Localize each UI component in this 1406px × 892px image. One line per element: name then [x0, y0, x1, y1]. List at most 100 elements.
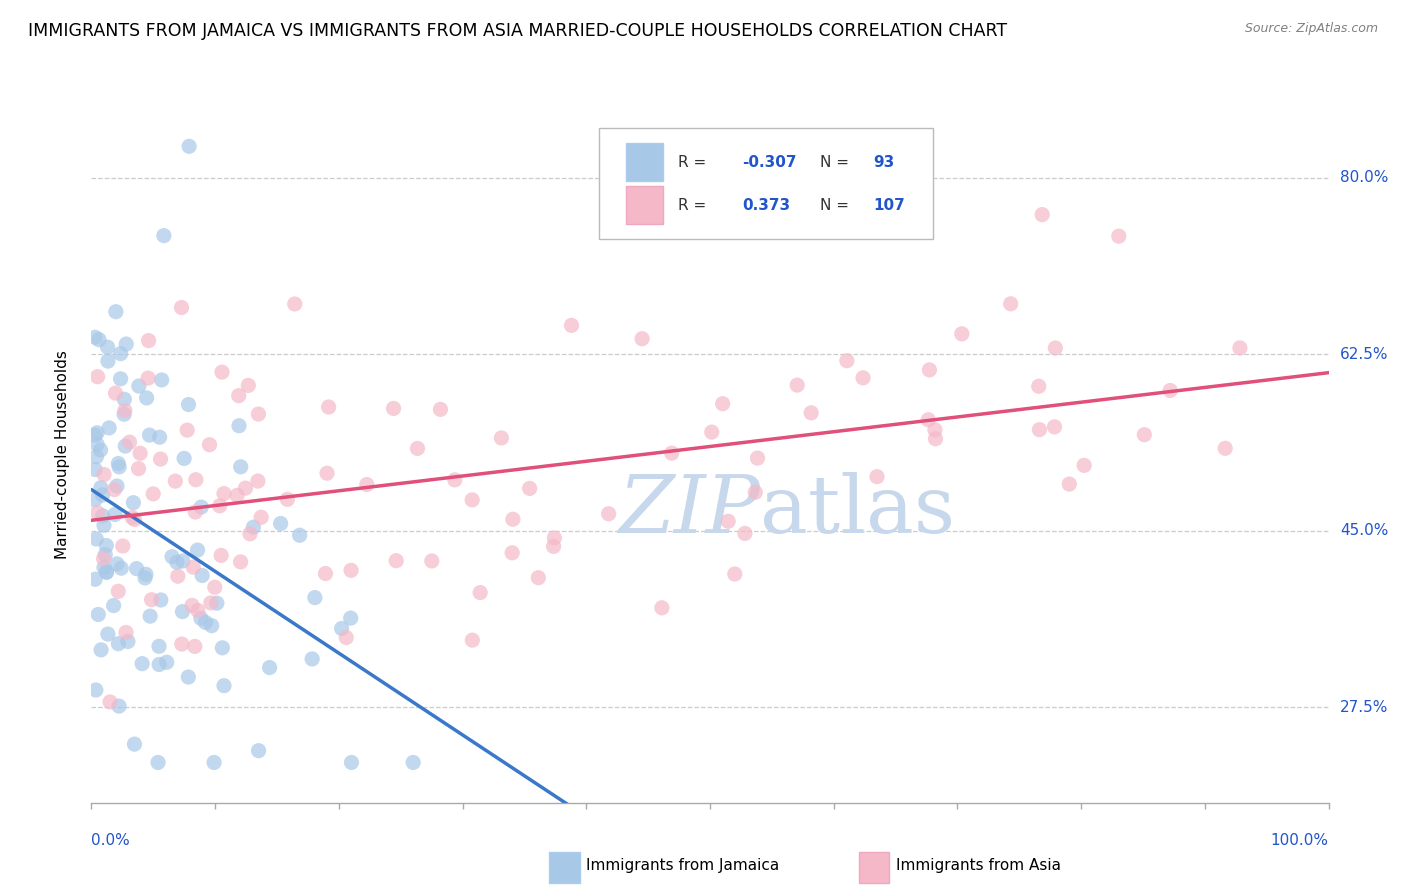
Point: [1028, 423, 1050, 437]
Point: [114, 403, 136, 417]
Point: [149, 430, 172, 444]
Point: [149, 593, 172, 607]
Text: Immigrants from Jamaica: Immigrants from Jamaica: [586, 858, 779, 873]
Point: [187, 543, 209, 558]
Point: [93, 551, 115, 566]
Point: [181, 599, 204, 613]
Point: [226, 488, 249, 502]
Point: [172, 605, 194, 619]
Point: [115, 337, 138, 351]
Point: [239, 526, 262, 541]
Point: [165, 474, 187, 488]
Point: [235, 481, 257, 495]
Point: [747, 451, 769, 466]
Point: [259, 660, 281, 674]
Point: [205, 596, 228, 610]
Point: [117, 634, 139, 648]
Point: [136, 371, 159, 385]
Point: [211, 640, 233, 655]
Point: [90, 443, 112, 458]
Point: [141, 592, 163, 607]
Point: [177, 670, 200, 684]
Point: [142, 487, 165, 501]
Point: [111, 539, 134, 553]
Point: [107, 584, 129, 599]
Point: [406, 442, 429, 456]
Point: [335, 631, 357, 645]
Point: [924, 432, 946, 446]
Point: [184, 505, 207, 519]
Point: [1108, 229, 1130, 244]
Point: [121, 510, 143, 524]
Point: [86, 450, 108, 464]
Point: [110, 372, 132, 386]
Point: [631, 332, 654, 346]
Point: [924, 423, 946, 437]
Point: [179, 139, 201, 153]
Point: [125, 561, 148, 575]
Point: [108, 699, 131, 714]
Point: [402, 756, 425, 770]
Point: [304, 591, 326, 605]
Point: [491, 431, 513, 445]
Point: [124, 512, 146, 526]
Text: 0.373: 0.373: [742, 197, 790, 212]
Text: -0.307: -0.307: [742, 154, 797, 169]
Text: 62.5%: 62.5%: [1340, 347, 1388, 361]
Point: [717, 514, 740, 528]
Point: [187, 603, 209, 617]
Point: [108, 459, 131, 474]
Point: [110, 346, 132, 360]
Point: [339, 611, 361, 625]
Point: [1057, 477, 1080, 491]
Point: [519, 482, 541, 496]
Point: [97, 627, 120, 641]
Point: [229, 459, 252, 474]
Point: [711, 397, 734, 411]
Point: [330, 622, 353, 636]
Point: [128, 461, 150, 475]
Point: [1043, 420, 1066, 434]
Point: [160, 549, 183, 564]
Point: [104, 508, 127, 522]
Point: [242, 520, 264, 534]
Bar: [626, 186, 664, 224]
Point: [84, 532, 107, 546]
Point: [170, 301, 193, 315]
Point: [429, 402, 451, 417]
Point: [96, 566, 118, 580]
Point: [93, 518, 115, 533]
Point: [97, 354, 120, 368]
Point: [128, 379, 150, 393]
Point: [800, 406, 823, 420]
Point: [84, 492, 107, 507]
Point: [176, 423, 198, 437]
Text: Source: ZipAtlas.com: Source: ZipAtlas.com: [1244, 22, 1378, 36]
Point: [139, 609, 162, 624]
Point: [724, 566, 747, 581]
Point: [1028, 379, 1050, 393]
Point: [200, 596, 222, 610]
Point: [470, 585, 492, 599]
FancyBboxPatch shape: [599, 128, 932, 239]
Point: [543, 540, 565, 554]
Text: IMMIGRANTS FROM JAMAICA VS IMMIGRANTS FROM ASIA MARRIED-COUPLE HOUSEHOLDS CORREL: IMMIGRANTS FROM JAMAICA VS IMMIGRANTS FR…: [28, 22, 1007, 40]
Point: [98, 695, 121, 709]
Point: [194, 615, 217, 630]
Point: [204, 580, 226, 594]
Text: atlas: atlas: [759, 472, 955, 549]
Point: [84, 572, 107, 586]
Bar: [550, 852, 581, 883]
Point: [284, 297, 307, 311]
Point: [560, 318, 582, 333]
Point: [276, 492, 298, 507]
Point: [104, 386, 127, 401]
Point: [135, 391, 157, 405]
Point: [543, 531, 565, 545]
Point: [177, 398, 200, 412]
Point: [110, 561, 132, 575]
Point: [86, 437, 108, 451]
Point: [734, 526, 756, 541]
Point: [661, 446, 683, 460]
Point: [420, 554, 443, 568]
